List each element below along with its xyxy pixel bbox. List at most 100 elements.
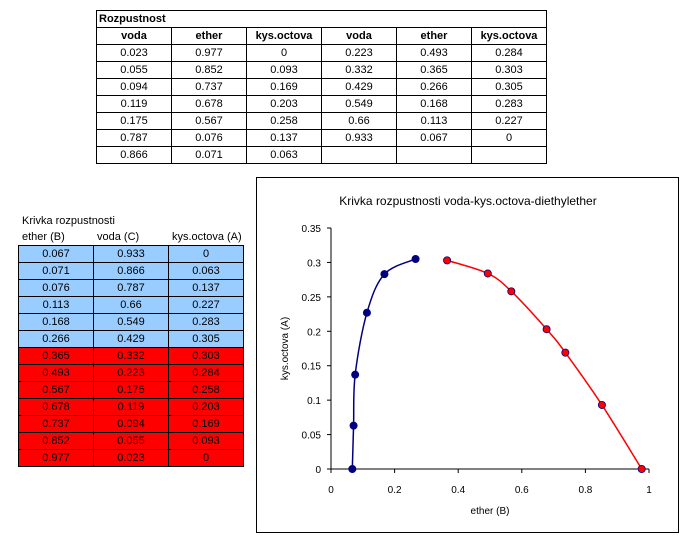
data-point [507,287,516,296]
solubility-chart: Krivka rozpustnosti voda-kys.octova-diet… [280,194,652,517]
table-cell: 0.023 [96,44,172,62]
data-point [351,370,360,379]
table-cell: 0.094 [93,415,169,433]
table-cell: 0.332 [93,347,169,365]
table-cell: 0.737 [18,415,94,433]
table-row: 0.175 0.567 0.258 0.66 0.113 0.227 [96,112,547,130]
table-cell: 0.223 [321,44,397,62]
table-cell: 0.737 [171,78,247,96]
table-cell: 0.66 [93,296,169,314]
data-point [542,325,551,334]
table-cell: 0.303 [168,347,244,365]
series-line-0 [351,258,416,470]
table-cell: 0.055 [93,432,169,450]
chart-area[interactable]: Krivka rozpustnosti voda-kys.octova-diet… [256,177,679,533]
table-cell: 0.227 [168,296,244,314]
table-cell: 0.365 [396,61,472,79]
table-cell: 0.137 [246,129,322,147]
x-tick-label: 0.8 [578,485,592,496]
curve-table-title: Krivka rozpustnosti [22,215,115,227]
x-tick-label: 0.6 [515,485,529,496]
table-cell: 0.113 [396,112,472,130]
table-cell: 0 [168,245,244,263]
data-point [561,348,570,357]
table-cell: 0.678 [18,398,94,416]
curve-table-header: ether (B) voda (C) kys.octova (A) [22,229,247,245]
table-row: 0.787 0.076 0.137 0.933 0.067 0 [96,129,547,147]
table-cell: 0.787 [93,279,169,297]
y-tick-label: 0.05 [302,431,322,442]
table-cell: 0.284 [168,364,244,382]
table-row: 0.866 0.071 0.063 [96,146,547,164]
table-cell: 0.169 [168,415,244,433]
table-cell: 0.852 [18,432,94,450]
table-row: 0.094 0.737 0.169 0.429 0.266 0.305 [96,78,547,96]
table-cell: 0.258 [168,381,244,399]
table-cell: 0.283 [168,313,244,331]
y-axis-label: kys.octova (A) [280,317,291,380]
data-point [348,464,357,473]
table-cell: 0.076 [18,279,94,297]
table-cell: 0.303 [471,61,547,79]
table-cell: 0.493 [396,44,472,62]
table-row: 0.023 0.977 0 0.223 0.493 0.284 [96,44,547,62]
x-tick-label: 0 [328,485,334,496]
blue-data-row: 0.071 0.866 0.063 [18,262,244,280]
data-point [443,256,452,265]
table-cell: 0.933 [321,129,397,147]
table-row: 0.055 0.852 0.093 0.332 0.365 0.303 [96,61,547,79]
table-cell: 0.933 [93,245,169,263]
blue-data-row: 0.076 0.787 0.137 [18,279,244,297]
column-header: ether [171,27,247,45]
table-cell: 0.137 [168,279,244,297]
y-tick-label: 0.25 [302,293,322,304]
column-header: kys.octova [246,27,322,45]
header-ether: ether (B) [22,231,65,243]
table-cell: 0.203 [246,95,322,113]
column-header: ether [396,27,472,45]
table-cell: 0.567 [18,381,94,399]
table-cell: 0.093 [168,432,244,450]
table-cell: 0.203 [168,398,244,416]
column-header: voda [321,27,397,45]
table-cell: 0.977 [171,44,247,62]
x-tick-label: 0.2 [388,485,402,496]
red-data-row: 0.977 0.023 0 [18,449,244,467]
table-cell: 0.493 [18,364,94,382]
table-cell [471,146,547,164]
solubility-table: Rozpustnost voda ether kys.octova voda ether k… [96,10,547,164]
x-axis-label: ether (B) [471,506,510,517]
table-cell: 0.063 [246,146,322,164]
table-cell: 0.266 [18,330,94,348]
table-cell: 0.067 [396,129,472,147]
table-cell: 0.168 [18,313,94,331]
table-cell: 0.283 [471,95,547,113]
table-cell: 0.076 [171,129,247,147]
table-cell: 0.175 [96,112,172,130]
series-line-1 [446,259,643,470]
table-cell: 0.023 [93,449,169,467]
table-cell: 0.678 [171,95,247,113]
table-cell: 0.093 [246,61,322,79]
y-tick-label: 0.2 [307,327,321,338]
data-point [483,269,492,278]
table-cell [396,146,472,164]
table-cell: 0.071 [171,146,247,164]
data-point [362,308,371,317]
table-cell: 0.223 [93,364,169,382]
data-point [597,400,606,409]
table-cell: 0.66 [321,112,397,130]
red-data-row: 0.567 0.175 0.258 [18,381,244,399]
table-row: 0.119 0.678 0.203 0.549 0.168 0.283 [96,95,547,113]
y-tick-label: 0.35 [302,224,322,235]
data-point [349,421,358,430]
data-point [411,254,420,263]
table-cell: 0.113 [18,296,94,314]
header-kys-octova: kys.octova (A) [172,231,242,243]
table-cell: 0.305 [168,330,244,348]
red-data-row: 0.365 0.332 0.303 [18,347,244,365]
x-tick-label: 1 [646,485,652,496]
y-tick-label: 0.15 [302,362,322,373]
table-cell: 0.549 [321,95,397,113]
blue-data-row: 0.067 0.933 0 [18,245,244,263]
